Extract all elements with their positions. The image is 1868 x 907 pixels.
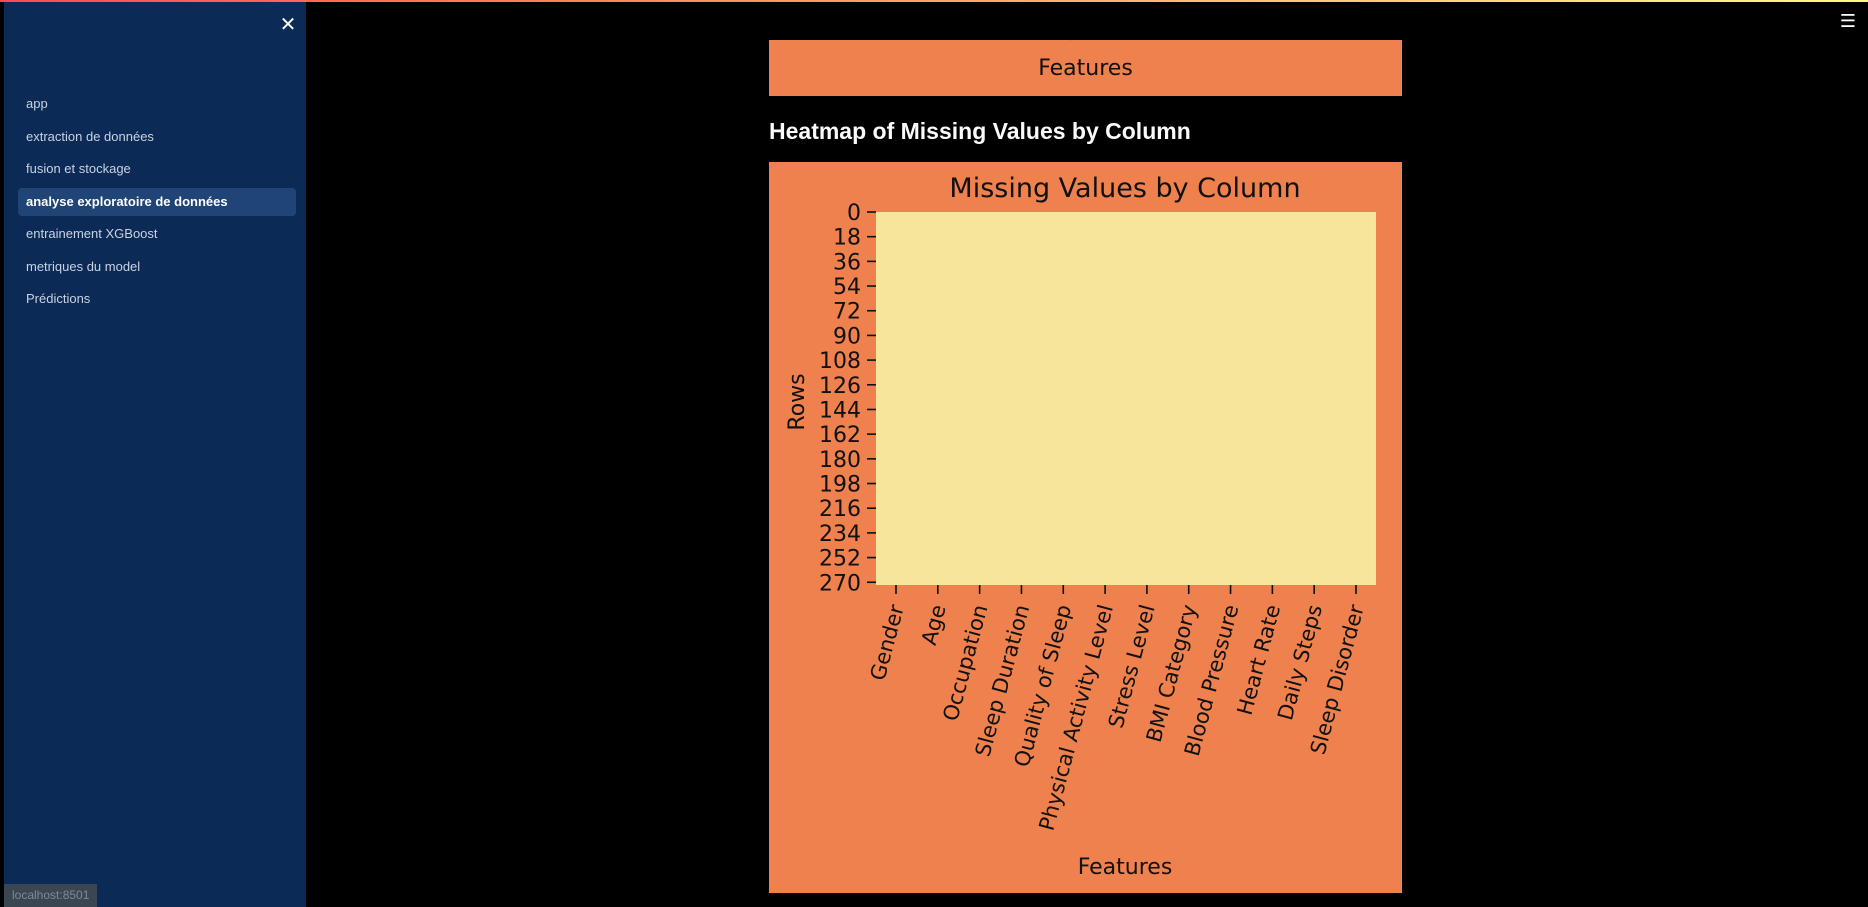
y-tick-label: 36 xyxy=(833,250,861,275)
status-bar-url: localhost:8501 xyxy=(4,884,98,907)
heatmap-cells xyxy=(876,212,1376,585)
y-tick-label: 270 xyxy=(819,571,861,596)
close-icon[interactable]: ✕ xyxy=(279,12,297,36)
sidebar-nav: app extraction de données fusion et stoc… xyxy=(18,90,296,318)
y-tick-label: 216 xyxy=(819,497,861,522)
y-tick-label: 252 xyxy=(819,547,861,572)
y-tick-label: 108 xyxy=(819,349,861,374)
heatmap-chart: Missing Values by Column 018365472901081… xyxy=(785,173,1376,880)
top-decoration-bar xyxy=(0,0,1868,2)
y-axis-label: Rows xyxy=(785,373,810,430)
x-tick-label: Age xyxy=(917,602,951,647)
y-tick-label: 144 xyxy=(819,398,861,423)
previous-figure-clipped-label: F xyxy=(1055,40,1082,46)
y-tick-label: 234 xyxy=(819,522,861,547)
sidebar-item-fusion[interactable]: fusion et stockage xyxy=(26,161,131,176)
sidebar-item-analyse-exploratoire[interactable]: analyse exploratoire de données xyxy=(18,187,296,216)
chart-title: Missing Values by Column xyxy=(949,173,1300,204)
y-tick-label: 54 xyxy=(833,275,861,300)
sidebar-item-extraction[interactable]: extraction de données xyxy=(26,128,154,144)
sidebar-item-metriques[interactable]: metriques du model xyxy=(26,258,141,274)
previous-figure: F Features xyxy=(769,40,1402,96)
y-tick-label: 18 xyxy=(833,226,861,251)
x-tick-label: Gender xyxy=(866,602,909,683)
y-tick-label: 198 xyxy=(819,473,861,498)
y-tick-label: 180 xyxy=(819,448,861,473)
x-axis-label: Features xyxy=(1078,855,1173,880)
hamburger-menu-icon[interactable]: ☰ xyxy=(1839,11,1857,32)
y-tick-label: 0 xyxy=(847,201,861,226)
section-title: Heatmap of Missing Values by Column xyxy=(769,118,1191,144)
y-tick-label: 162 xyxy=(819,423,861,448)
y-tick-label: 90 xyxy=(833,324,861,349)
y-tick-label: 126 xyxy=(819,374,861,399)
sidebar-item-predictions[interactable]: Prédictions xyxy=(26,291,91,306)
heatmap-figure: Missing Values by Column 0 18 36 54 72 90 108 1… xyxy=(769,162,1402,893)
y-axis-ticks: 0183654729010812614416218019821623425227… xyxy=(819,201,876,596)
sidebar-item-entrainement[interactable]: entrainement XGBoost xyxy=(26,226,158,241)
previous-figure-xlabel: Features xyxy=(1038,56,1133,81)
sidebar-item-app[interactable]: app xyxy=(26,96,48,111)
sidebar: ✕ app extraction de données fusion et st… xyxy=(4,0,306,907)
y-tick-label: 72 xyxy=(833,300,861,325)
